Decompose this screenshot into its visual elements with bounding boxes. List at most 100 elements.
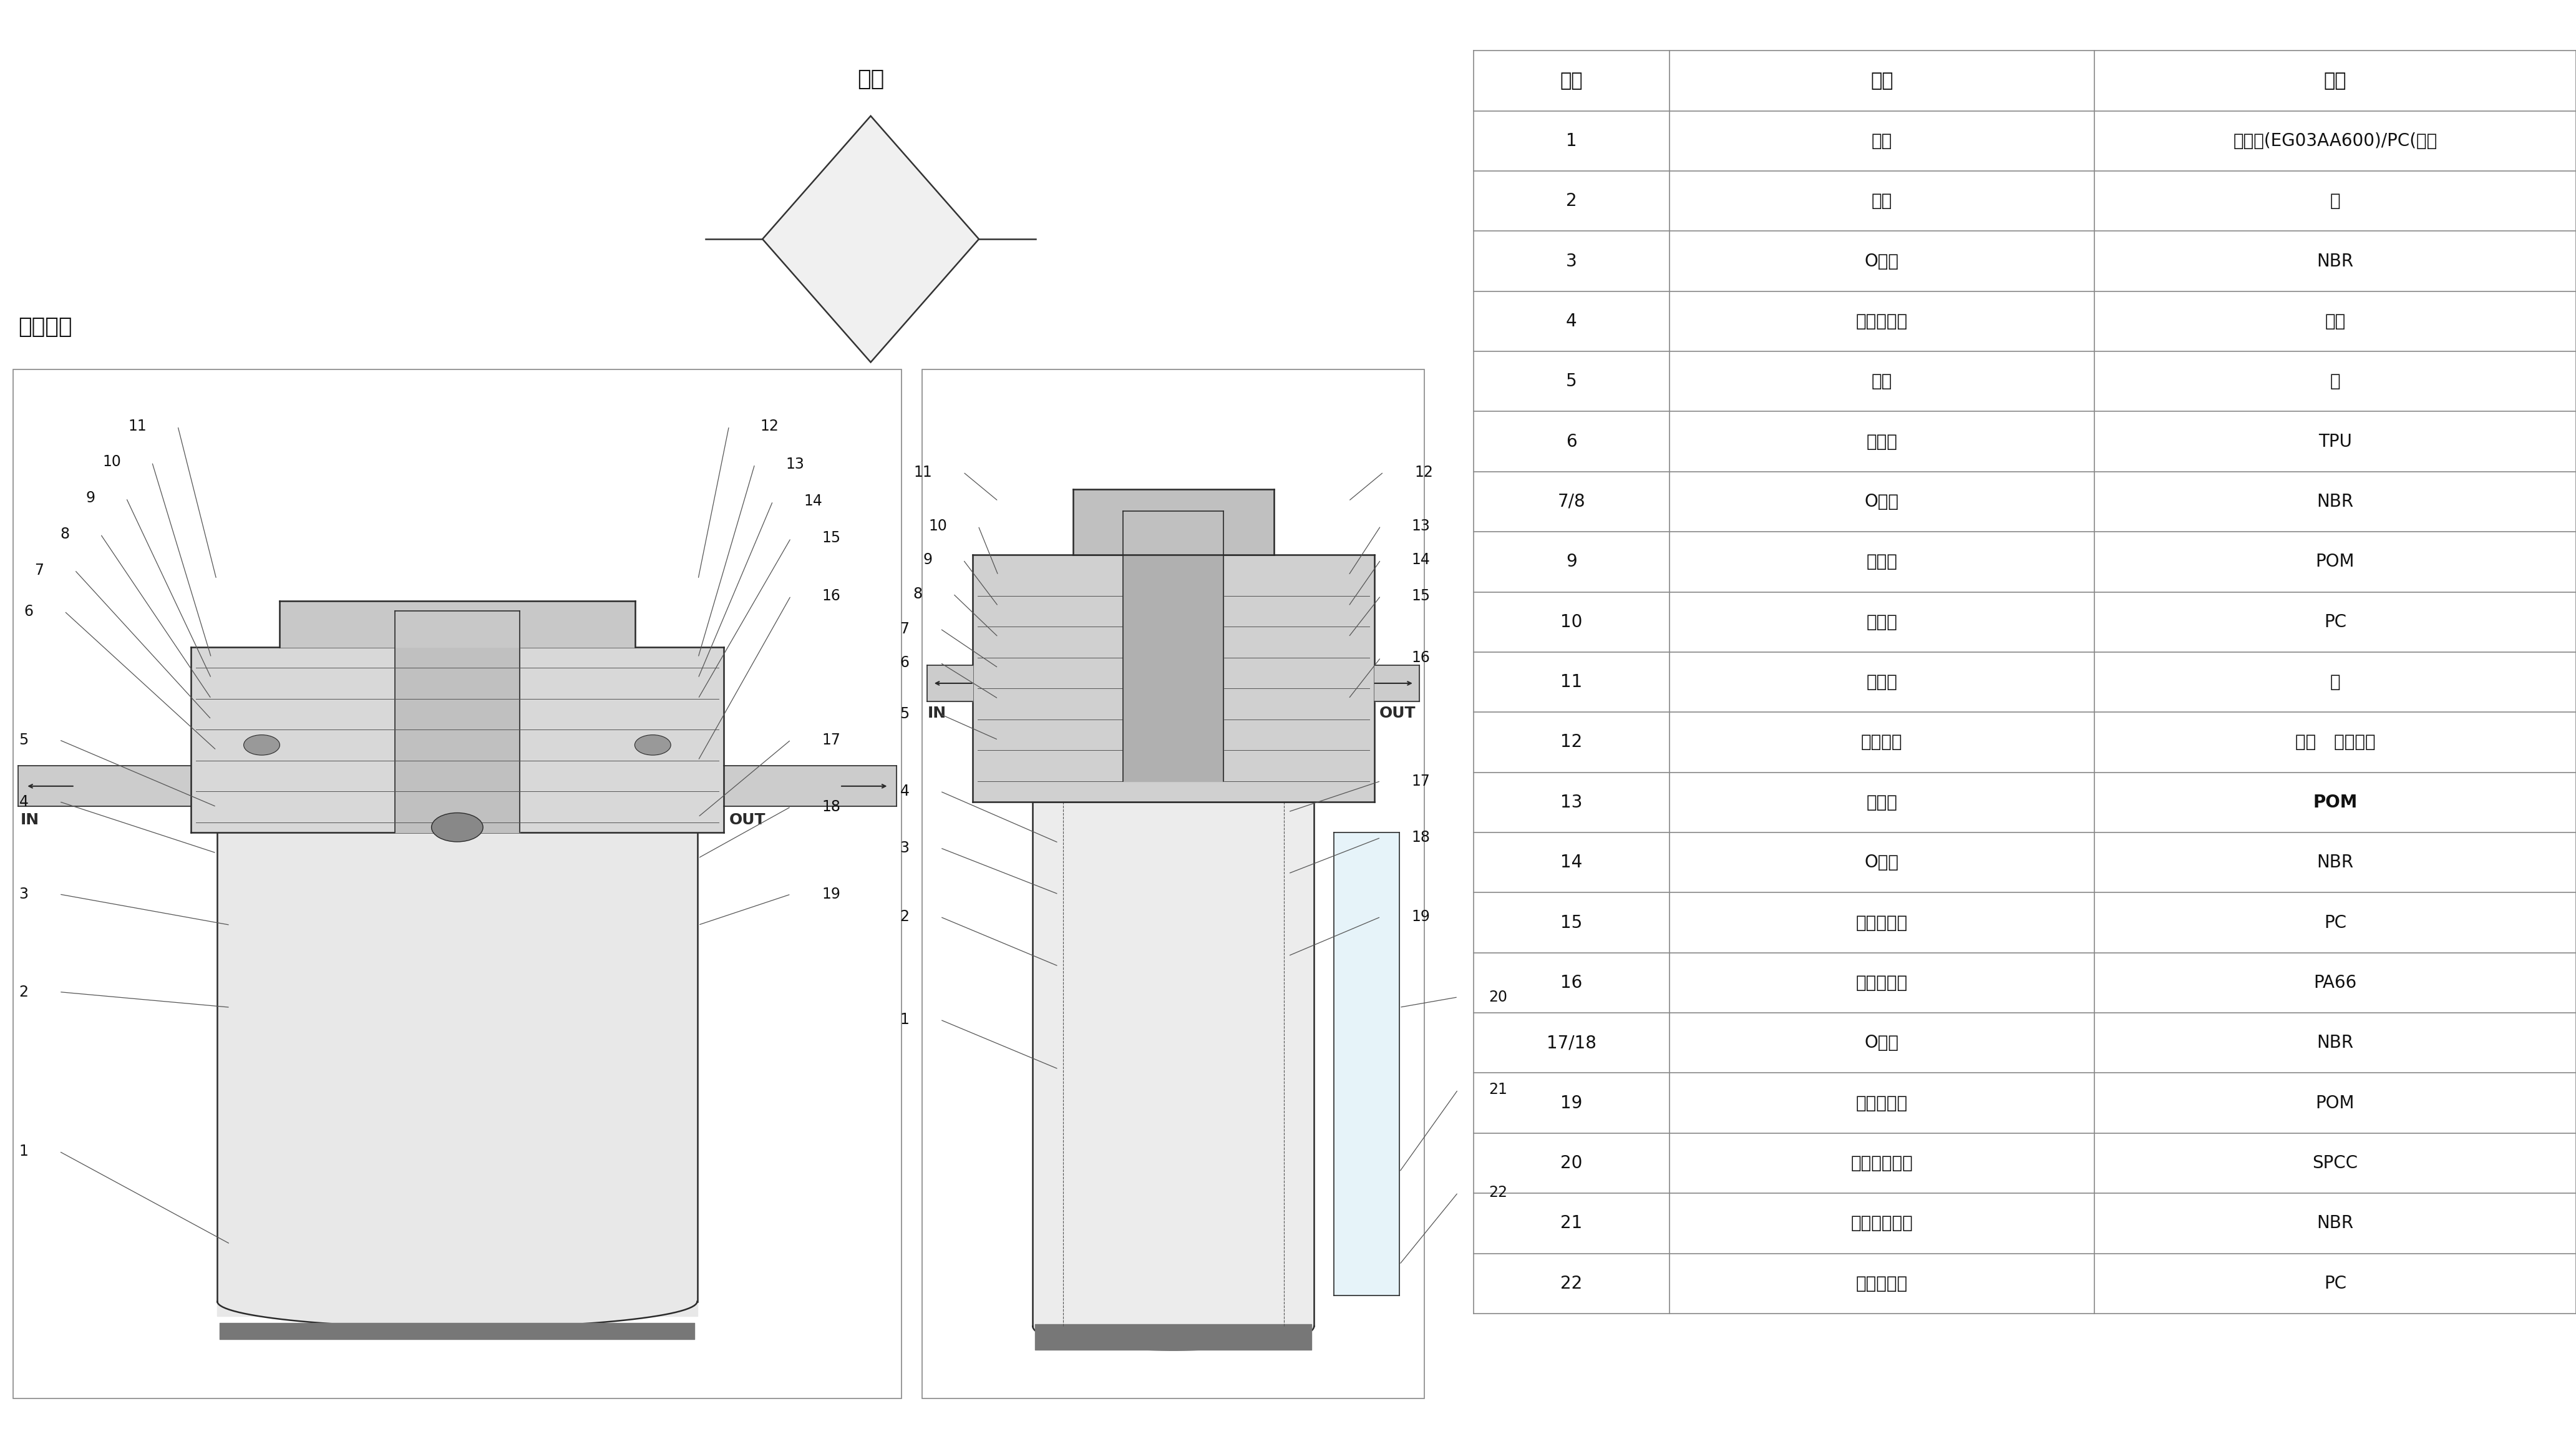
Text: POM: POM bbox=[2316, 554, 2354, 571]
Text: 13: 13 bbox=[1561, 794, 1582, 811]
Text: 14: 14 bbox=[804, 494, 822, 509]
Text: 黄: 黄 bbox=[2329, 674, 2342, 691]
Text: 6: 6 bbox=[1566, 433, 1577, 451]
Text: 4: 4 bbox=[899, 784, 909, 798]
Text: 16: 16 bbox=[1561, 974, 1582, 991]
Text: TPU: TPU bbox=[2318, 433, 2352, 451]
Text: 液位计内罩: 液位计内罩 bbox=[1855, 1275, 1909, 1293]
Text: IN: IN bbox=[927, 706, 945, 720]
Text: 调节观察器: 调节观察器 bbox=[1855, 914, 1909, 932]
Text: NBR: NBR bbox=[2316, 853, 2354, 871]
Text: 15: 15 bbox=[822, 530, 840, 546]
Text: 7/8: 7/8 bbox=[1558, 493, 1584, 510]
Text: 12: 12 bbox=[1561, 733, 1582, 751]
Text: 6: 6 bbox=[899, 655, 909, 671]
Text: 19: 19 bbox=[822, 887, 840, 901]
Text: 刻度盘: 刻度盘 bbox=[1865, 554, 1899, 571]
Text: 9: 9 bbox=[922, 552, 933, 568]
Bar bbox=[13, 369, 902, 1398]
Text: 18: 18 bbox=[822, 800, 840, 814]
Text: 给油器本体: 给油器本体 bbox=[1855, 313, 1909, 330]
Text: 17: 17 bbox=[822, 732, 840, 748]
Text: 4: 4 bbox=[18, 794, 28, 809]
Text: 分隔板: 分隔板 bbox=[1865, 433, 1899, 451]
Text: NBR: NBR bbox=[2316, 1035, 2354, 1052]
Text: 14: 14 bbox=[1412, 552, 1430, 568]
Text: 6: 6 bbox=[23, 604, 33, 619]
Text: 10: 10 bbox=[930, 519, 948, 533]
Text: 11: 11 bbox=[914, 465, 933, 480]
Text: 13: 13 bbox=[1412, 519, 1430, 533]
Text: 1: 1 bbox=[899, 1013, 909, 1027]
Text: POM: POM bbox=[2316, 1094, 2354, 1111]
Text: 液位计止泄垫: 液位计止泄垫 bbox=[1850, 1214, 1914, 1232]
Bar bbox=[922, 369, 1425, 1398]
Text: 20: 20 bbox=[1561, 1155, 1582, 1172]
Text: 油杯: 油杯 bbox=[1870, 132, 1893, 149]
Text: 9: 9 bbox=[1566, 554, 1577, 571]
Text: NBR: NBR bbox=[2316, 493, 2354, 510]
Text: 7: 7 bbox=[33, 562, 44, 578]
Text: 3: 3 bbox=[899, 840, 909, 855]
Text: 7: 7 bbox=[899, 622, 909, 636]
Text: 不: 不 bbox=[2329, 193, 2342, 210]
Circle shape bbox=[430, 813, 484, 842]
Text: 17: 17 bbox=[1412, 774, 1430, 788]
Text: 22: 22 bbox=[1561, 1275, 1582, 1293]
Text: IN: IN bbox=[21, 813, 39, 827]
Text: 15: 15 bbox=[1561, 914, 1582, 932]
Text: 17/18: 17/18 bbox=[1546, 1035, 1597, 1052]
Text: 21: 21 bbox=[1489, 1082, 1507, 1097]
Polygon shape bbox=[216, 1301, 698, 1327]
Text: 13: 13 bbox=[786, 456, 804, 471]
Text: PA66: PA66 bbox=[2313, 974, 2357, 991]
Text: 12: 12 bbox=[1414, 465, 1432, 480]
Text: 21: 21 bbox=[1561, 1214, 1582, 1232]
Text: 2: 2 bbox=[899, 910, 909, 924]
Text: OUT: OUT bbox=[729, 813, 765, 827]
Text: 10: 10 bbox=[103, 455, 121, 469]
Text: 16: 16 bbox=[822, 588, 840, 603]
Text: 2: 2 bbox=[1566, 193, 1577, 210]
Text: 22: 22 bbox=[1489, 1185, 1507, 1200]
Text: 液位计保护罩: 液位计保护罩 bbox=[1850, 1155, 1914, 1172]
Text: O型环: O型环 bbox=[1865, 252, 1899, 270]
Circle shape bbox=[634, 735, 670, 755]
Text: 3: 3 bbox=[1566, 252, 1577, 270]
Text: O型环: O型环 bbox=[1865, 1035, 1899, 1052]
Text: O型环: O型环 bbox=[1865, 493, 1899, 510]
Text: 16: 16 bbox=[1412, 651, 1430, 665]
Text: 调节环: 调节环 bbox=[1865, 794, 1899, 811]
Text: 15: 15 bbox=[1412, 588, 1430, 603]
Text: 钢珠: 钢珠 bbox=[1870, 372, 1893, 390]
Text: PC: PC bbox=[2324, 1275, 2347, 1293]
Text: 符号: 符号 bbox=[858, 68, 884, 90]
Text: 10: 10 bbox=[1561, 613, 1582, 630]
Text: NBR: NBR bbox=[2316, 252, 2354, 270]
Text: O型环: O型环 bbox=[1865, 853, 1899, 871]
Text: 5: 5 bbox=[1566, 372, 1577, 390]
Text: 4: 4 bbox=[1566, 313, 1577, 330]
Text: POM: POM bbox=[2313, 794, 2357, 811]
Text: 20: 20 bbox=[1489, 990, 1507, 1004]
Text: 5: 5 bbox=[18, 732, 28, 748]
Text: 内部结构: 内部结构 bbox=[18, 316, 72, 338]
Text: PC: PC bbox=[2324, 613, 2347, 630]
Text: PC: PC bbox=[2324, 914, 2347, 932]
Text: 19: 19 bbox=[1561, 1094, 1582, 1111]
Text: 序号: 序号 bbox=[1561, 72, 1582, 90]
Text: 2: 2 bbox=[18, 984, 28, 1000]
Polygon shape bbox=[1033, 1326, 1314, 1350]
Text: 合金: 合金 bbox=[2324, 313, 2347, 330]
Text: 11: 11 bbox=[1561, 674, 1582, 691]
Text: NBR: NBR bbox=[2316, 1214, 2354, 1232]
Text: 材质: 材质 bbox=[2324, 72, 2347, 90]
Text: SPCC: SPCC bbox=[2313, 1155, 2357, 1172]
Text: 锁定螺丝: 锁定螺丝 bbox=[1860, 733, 1904, 751]
Text: 1: 1 bbox=[1566, 132, 1577, 149]
Text: 铝合金(EG03AA600)/PC(其它: 铝合金(EG03AA600)/PC(其它 bbox=[2233, 132, 2437, 149]
Text: 弹簧: 弹簧 bbox=[1870, 193, 1893, 210]
Text: 14: 14 bbox=[1561, 853, 1582, 871]
Text: 滴油管: 滴油管 bbox=[1865, 613, 1899, 630]
Text: 19: 19 bbox=[1412, 910, 1430, 924]
